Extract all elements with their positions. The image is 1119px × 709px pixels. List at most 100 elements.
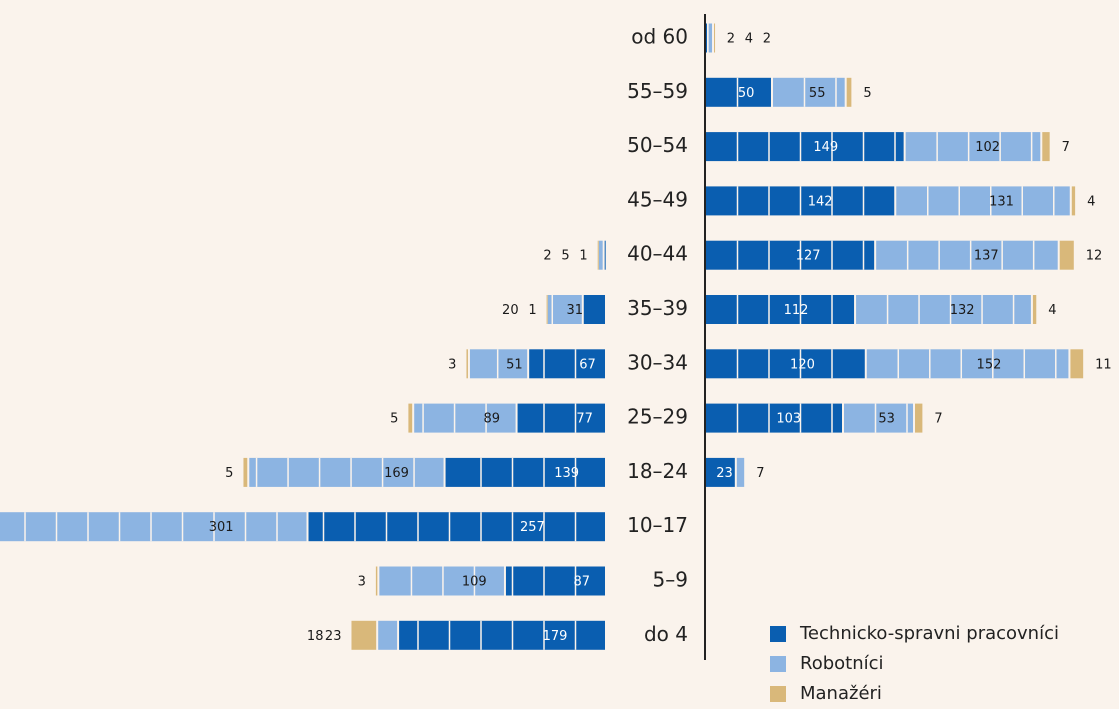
bar-segment [708,23,713,53]
bar-segment [597,240,599,270]
bar-segment [399,620,605,650]
legend-swatch [770,686,786,702]
category-label: 5–9 [653,568,688,592]
bar-segment [1071,186,1076,216]
bar-segment [375,566,378,596]
bar-segment [706,132,904,162]
value-label: 7 [1062,140,1070,155]
bar-segment [243,457,248,487]
bar-segment [505,566,605,596]
value-label: 2 [543,249,551,264]
bar-segment [547,295,582,324]
bar-segment [583,295,605,324]
bar-segment [445,457,605,487]
category-label: 30–34 [627,350,688,374]
bar-segment [408,403,413,433]
value-label: 4 [1087,194,1095,209]
value-label: 2 [727,32,735,47]
legend-swatch [770,656,786,672]
bar-segment [469,349,528,379]
bar-segment [866,349,1069,379]
legend-label: Manažéri [800,683,882,704]
bar-segment [1042,132,1050,162]
bar-segment [1070,349,1084,379]
bar-segment [706,240,875,270]
value-label: 257 [520,520,545,535]
bar-segment [466,349,468,379]
bar-segment [772,77,845,107]
category-label: od 60 [631,25,688,49]
value-label: 102 [975,140,1000,155]
value-label: 53 [878,412,895,427]
value-label: 149 [813,140,838,155]
value-label: 131 [989,194,1014,209]
category-label: 10–17 [627,513,688,537]
value-label: 112 [784,303,809,318]
bar-segment [1032,295,1037,324]
value-label: 5 [225,466,233,481]
value-label: 87 [573,575,590,590]
value-label: 5 [561,249,569,264]
value-label: 127 [796,249,821,264]
value-label: 11 [1095,357,1112,372]
value-label: 2 [763,32,771,47]
value-label: 23 [325,629,342,644]
bar-segment [714,23,716,53]
value-label: 4 [1048,303,1056,318]
category-label: 35–39 [627,296,688,320]
value-label: 89 [483,412,500,427]
bar-segment [915,403,923,433]
legend-label: Technicko-spravni pracovníci [799,623,1059,644]
bar-segment [876,240,1058,270]
bar-segment [378,620,398,650]
value-label: 77 [576,412,593,427]
bar-segment [517,403,605,433]
value-label: 179 [543,629,568,644]
value-label: 50 [738,86,755,101]
value-label: 142 [808,194,833,209]
value-label: 152 [977,357,1002,372]
bar-segment [706,403,842,433]
bar-segment [706,23,707,53]
value-label: 7 [756,466,764,481]
bar-segment [1059,240,1074,270]
value-label: 5 [390,412,398,427]
value-label: 132 [950,303,975,318]
bar-segment [905,132,1041,162]
value-label: 7 [934,412,942,427]
bar-segment [249,457,444,487]
bar-segment [0,512,307,542]
bar-segment [846,77,852,107]
bar-segment [844,403,914,433]
value-label: 139 [554,466,579,481]
value-label: 109 [462,575,487,590]
bar-segment [706,349,865,379]
category-label: 18–24 [627,459,688,483]
value-label: 51 [506,357,523,372]
bar-segment [706,295,855,324]
category-label: do 4 [644,622,688,646]
value-label: 20 [502,303,519,318]
value-label: 301 [209,520,234,535]
bar-segment [414,403,516,433]
bar-segment [706,457,735,487]
bar-segment [308,512,605,542]
value-label: 23 [716,466,733,481]
value-label: 31 [566,303,583,318]
value-label: 55 [809,86,826,101]
value-label: 5 [863,86,871,101]
value-label: 1 [528,303,536,318]
category-label: 50–54 [627,133,688,157]
category-label: 55–59 [627,79,688,103]
bar-segment [546,295,548,324]
value-label: 67 [579,357,596,372]
value-label: 120 [790,357,815,372]
value-label: 18 [307,629,324,644]
value-label: 3 [358,575,366,590]
value-label: 103 [776,412,801,427]
bar-segment [598,240,603,270]
bar-segment [856,295,1031,324]
legend-swatch [770,626,786,642]
value-label: 137 [974,249,999,264]
